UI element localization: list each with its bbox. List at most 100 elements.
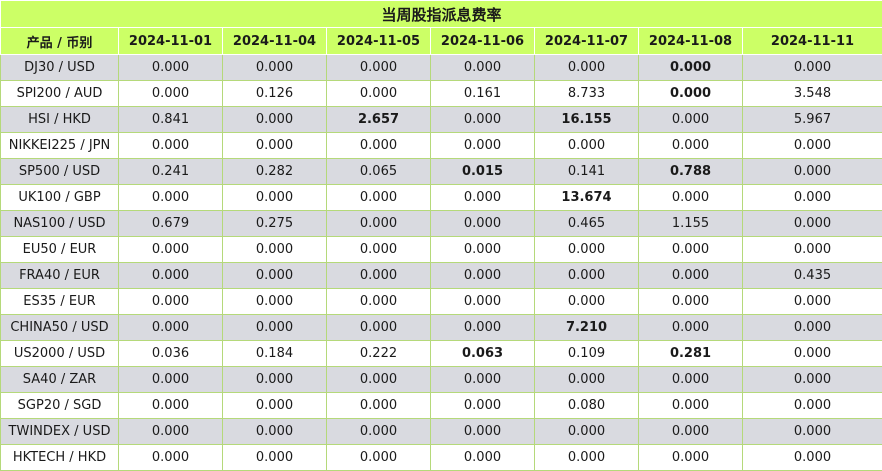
rate-cell: 0.000 — [431, 185, 535, 211]
rate-cell: 0.000 — [743, 133, 882, 159]
rate-cell: 0.000 — [743, 289, 882, 315]
rate-cell: 0.000 — [327, 55, 431, 81]
product-cell: UK100 / GBP — [1, 185, 119, 211]
rate-cell: 0.000 — [119, 315, 223, 341]
rate-cell: 0.000 — [327, 237, 431, 263]
rate-cell: 0.000 — [743, 419, 882, 445]
product-cell: SA40 / ZAR — [1, 367, 119, 393]
header-product: 产品 / 币别 — [1, 28, 119, 55]
rate-cell: 0.126 — [223, 81, 327, 107]
rate-cell: 0.000 — [639, 419, 743, 445]
rate-cell: 0.000 — [639, 445, 743, 471]
rate-cell: 0.000 — [431, 445, 535, 471]
rate-cell: 0.080 — [535, 393, 639, 419]
rate-cell: 16.155 — [535, 107, 639, 133]
rate-cell: 0.000 — [431, 263, 535, 289]
rate-cell: 0.000 — [535, 55, 639, 81]
product-cell: HKTECH / HKD — [1, 445, 119, 471]
rate-cell: 0.000 — [327, 367, 431, 393]
rate-cell: 0.065 — [327, 159, 431, 185]
header-date: 2024-11-05 — [327, 28, 431, 55]
rate-cell: 0.000 — [639, 55, 743, 81]
product-cell: US2000 / USD — [1, 341, 119, 367]
rate-cell: 0.000 — [743, 185, 882, 211]
rate-cell: 0.000 — [535, 237, 639, 263]
header-date: 2024-11-07 — [535, 28, 639, 55]
rate-cell: 0.000 — [119, 289, 223, 315]
rate-cell: 0.000 — [327, 289, 431, 315]
rate-cell: 0.000 — [535, 289, 639, 315]
rate-cell: 0.000 — [223, 185, 327, 211]
rate-cell: 0.000 — [327, 393, 431, 419]
rate-cell: 0.281 — [639, 341, 743, 367]
rate-cell: 2.657 — [327, 107, 431, 133]
rate-cell: 3.548 — [743, 81, 882, 107]
rate-cell: 0.465 — [535, 211, 639, 237]
rate-cell: 0.000 — [535, 445, 639, 471]
rate-cell: 0.000 — [223, 107, 327, 133]
rate-cell: 0.788 — [639, 159, 743, 185]
header-date: 2024-11-06 — [431, 28, 535, 55]
rate-cell: 7.210 — [535, 315, 639, 341]
header-date: 2024-11-08 — [639, 28, 743, 55]
rate-cell: 0.000 — [743, 393, 882, 419]
rate-cell: 0.000 — [327, 185, 431, 211]
rate-cell: 0.241 — [119, 159, 223, 185]
rate-cell: 0.063 — [431, 341, 535, 367]
rate-cell: 0.000 — [431, 237, 535, 263]
rate-cell: 0.000 — [119, 81, 223, 107]
rate-cell: 0.000 — [223, 367, 327, 393]
rate-cell: 0.109 — [535, 341, 639, 367]
rate-cell: 0.000 — [639, 107, 743, 133]
rate-cell: 0.000 — [119, 445, 223, 471]
rate-cell: 0.000 — [431, 211, 535, 237]
table-title: 当周股指派息费率 — [1, 1, 882, 28]
rate-cell: 0.000 — [223, 133, 327, 159]
rate-cell: 0.000 — [431, 55, 535, 81]
rate-cell: 0.036 — [119, 341, 223, 367]
rate-cell: 0.000 — [743, 445, 882, 471]
rate-cell: 0.000 — [119, 367, 223, 393]
rate-cell: 0.000 — [743, 55, 882, 81]
rate-cell: 0.000 — [223, 263, 327, 289]
rate-cell: 0.000 — [431, 419, 535, 445]
rate-cell: 0.000 — [119, 419, 223, 445]
rate-cell: 0.000 — [431, 367, 535, 393]
product-cell: SP500 / USD — [1, 159, 119, 185]
rate-cell: 0.000 — [535, 419, 639, 445]
rate-cell: 0.222 — [327, 341, 431, 367]
rate-cell: 0.000 — [119, 55, 223, 81]
rate-cell: 0.161 — [431, 81, 535, 107]
rate-cell: 0.000 — [431, 289, 535, 315]
rate-cell: 0.000 — [327, 315, 431, 341]
rate-cell: 0.000 — [327, 133, 431, 159]
rate-cell: 0.000 — [223, 419, 327, 445]
product-cell: DJ30 / USD — [1, 55, 119, 81]
header-date: 2024-11-01 — [119, 28, 223, 55]
rate-cell: 0.184 — [223, 341, 327, 367]
rate-cell: 0.000 — [743, 367, 882, 393]
rate-cell: 0.000 — [639, 185, 743, 211]
rate-cell: 0.000 — [743, 159, 882, 185]
rate-cell: 8.733 — [535, 81, 639, 107]
rate-cell: 0.000 — [119, 237, 223, 263]
rate-cell: 0.015 — [431, 159, 535, 185]
rate-cell: 0.000 — [223, 237, 327, 263]
rate-cell: 13.674 — [535, 185, 639, 211]
rate-cell: 0.841 — [119, 107, 223, 133]
rate-cell: 0.000 — [223, 315, 327, 341]
product-cell: CHINA50 / USD — [1, 315, 119, 341]
rate-cell: 0.000 — [535, 133, 639, 159]
